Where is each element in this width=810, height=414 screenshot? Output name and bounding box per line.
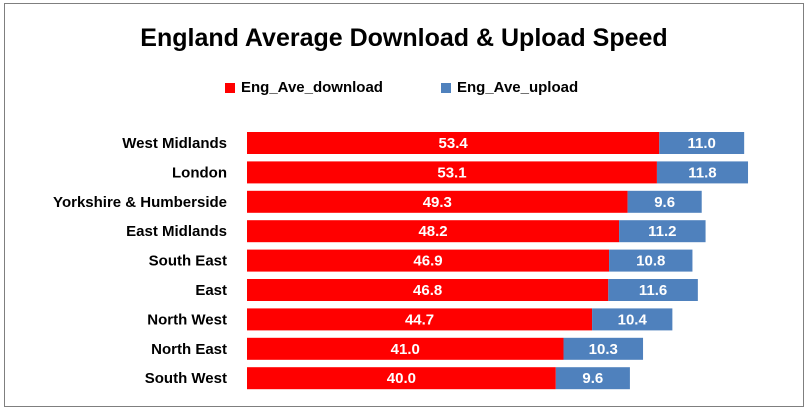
bar-upload-north-east	[563, 337, 644, 360]
legend-label-upload: Eng_Ave_upload	[457, 79, 579, 96]
value-label-download-east-midlands: 48.2	[418, 223, 447, 240]
bar-download-south-west	[247, 367, 556, 390]
bar-upload-south-east	[609, 249, 693, 272]
bar-upload-east	[608, 279, 698, 301]
bar-download-north-west	[247, 308, 593, 331]
legend-swatch-upload	[441, 82, 451, 93]
category-label-south-west: South West	[145, 370, 227, 387]
category-label-yorkshire-and-humberside: Yorkshire & Humberside	[53, 194, 227, 211]
value-label-download-north-east: 41.0	[391, 341, 420, 358]
bar-upload-east-midlands	[619, 220, 706, 243]
bar-upload-yorkshire-and-humberside	[627, 190, 702, 213]
value-label-upload-west-midlands: 11.0	[688, 135, 716, 152]
value-label-upload-yorkshire-and-humberside: 9.6	[654, 194, 675, 211]
category-label-west-midlands: West Midlands	[122, 135, 227, 152]
value-label-download-yorkshire-and-humberside: 49.3	[423, 194, 452, 211]
legend-swatch-download	[225, 82, 235, 93]
chart-frame: England Average Download & Upload Speed …	[4, 3, 804, 407]
bar-download-yorkshire-and-humberside	[247, 190, 628, 213]
category-label-north-east: North East	[151, 341, 227, 358]
bar-download-london	[247, 161, 657, 184]
bar-download-east	[247, 279, 609, 301]
category-label-london: London	[172, 164, 227, 181]
value-label-download-east: 46.8	[413, 282, 442, 299]
category-label-east-midlands: East Midlands	[126, 223, 227, 240]
legend-item-download: Eng_Ave_download	[225, 79, 383, 96]
value-label-upload-london: 11.8	[688, 164, 716, 181]
bar-upload-west-midlands	[659, 132, 745, 154]
value-label-download-north-west: 44.7	[405, 311, 434, 328]
value-label-upload-south-west: 9.6	[582, 370, 603, 387]
bar-download-west-midlands	[247, 132, 660, 154]
bar-upload-london	[656, 161, 749, 184]
value-label-upload-south-east: 10.8	[636, 253, 665, 270]
category-label-east: East	[195, 282, 227, 299]
value-label-download-london: 53.1	[437, 164, 466, 181]
bar-download-south-east	[247, 249, 610, 272]
legend-label-download: Eng_Ave_download	[241, 79, 383, 96]
value-label-upload-north-west: 10.4	[618, 311, 648, 328]
bar-upload-south-west	[555, 367, 630, 390]
value-label-upload-east: 11.6	[639, 282, 667, 299]
bar-download-north-east	[247, 337, 564, 360]
bar-upload-north-west	[592, 308, 673, 331]
chart-legend: Eng_Ave_download Eng_Ave_upload	[5, 79, 803, 99]
value-label-download-south-west: 40.0	[387, 370, 416, 387]
value-label-upload-east-midlands: 11.2	[648, 223, 676, 240]
value-label-download-south-east: 46.9	[413, 253, 442, 270]
chart-title: England Average Download & Upload Speed	[140, 24, 668, 52]
value-label-download-west-midlands: 53.4	[439, 135, 469, 152]
value-label-upload-north-east: 10.3	[589, 341, 618, 358]
bar-plot: West Midlands 53.4 11.0 London 53.1 11.8 Yorks…	[53, 132, 749, 390]
legend-item-upload: Eng_Ave_upload	[441, 79, 578, 96]
category-label-north-west: North West	[147, 311, 227, 328]
bar-download-east-midlands	[247, 220, 620, 243]
category-label-south-east: South East	[149, 253, 227, 270]
